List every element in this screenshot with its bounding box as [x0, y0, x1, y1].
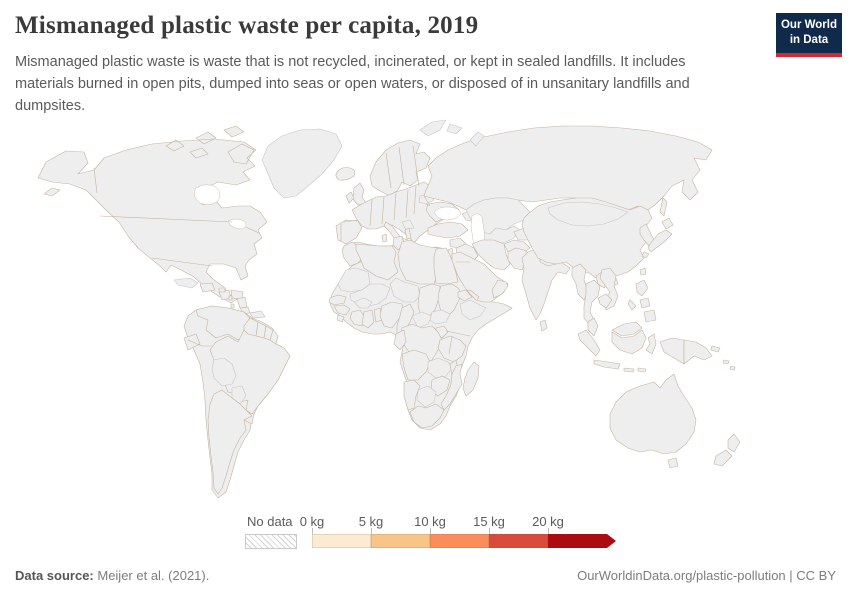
- country-iran[interactable]: [471, 239, 511, 271]
- country-cuba[interactable]: [173, 277, 199, 289]
- country-burkina-faso[interactable]: [353, 297, 373, 309]
- country-indonesia[interactable]: [577, 329, 685, 373]
- country-sudan[interactable]: [437, 283, 463, 317]
- country-nigeria[interactable]: [379, 301, 405, 329]
- legend-tick-label: 5 kg: [358, 514, 384, 529]
- country-mongolia[interactable]: [547, 201, 629, 227]
- legend-swatch-0[interactable]: [312, 534, 371, 548]
- country-zambia[interactable]: [427, 357, 453, 379]
- country-uk[interactable]: [352, 182, 367, 206]
- country-nicaragua[interactable]: [236, 296, 248, 309]
- owid-logo-line1: Our World: [780, 19, 837, 31]
- country-senegal[interactable]: [328, 294, 347, 306]
- hudson-bay: [193, 184, 221, 205]
- country-argentina[interactable]: [207, 389, 253, 495]
- country-svalbard[interactable]: [419, 119, 485, 147]
- country-puerto-rico[interactable]: [218, 287, 226, 293]
- country-congo[interactable]: [393, 329, 407, 351]
- country-malaysia[interactable]: [587, 317, 643, 337]
- legend-tick: [489, 528, 490, 534]
- legend-tick: [371, 528, 372, 534]
- country-sierra-leone[interactable]: [336, 314, 345, 323]
- country-greenland[interactable]: [261, 128, 343, 199]
- legend-tick: [312, 528, 313, 534]
- country-cambodia[interactable]: [597, 293, 613, 309]
- country-algeria[interactable]: [355, 243, 399, 281]
- country-oman[interactable]: [491, 279, 509, 299]
- region-iberia[interactable]: [335, 219, 363, 245]
- legend-no-data-swatch[interactable]: [245, 534, 297, 549]
- map-legend: No data 0 kg 5 kg 10 kg 15 kg 20 kg: [245, 514, 625, 550]
- legend-tick-label: 0 kg: [299, 514, 325, 529]
- legend-tick: [430, 528, 431, 534]
- country-egypt[interactable]: [433, 247, 459, 285]
- country-panama[interactable]: [249, 310, 266, 319]
- legend-swatch-1[interactable]: [371, 534, 430, 548]
- legend-no-data-label: No data: [247, 514, 293, 529]
- legend-swatch-3[interactable]: [489, 534, 548, 548]
- great-lakes: [227, 218, 247, 230]
- country-serbia-bosnia[interactable]: [401, 219, 415, 231]
- country-ethiopia[interactable]: [459, 299, 487, 321]
- legend-swatch-2[interactable]: [430, 534, 489, 548]
- country-ireland[interactable]: [345, 191, 355, 204]
- country-turkey[interactable]: [427, 221, 469, 239]
- country-albania-montenegro[interactable]: [404, 227, 412, 240]
- owid-logo-line2: in Data: [789, 33, 829, 46]
- footer-source: Data source: Meijer et al. (2021).: [15, 568, 209, 583]
- legend-tick-label: 20 kg: [532, 514, 564, 529]
- country-mozambique[interactable]: [440, 363, 463, 411]
- legend-tick: [548, 528, 549, 534]
- country-madagascar[interactable]: [462, 361, 480, 397]
- country-ivory-coast[interactable]: [349, 309, 365, 327]
- legend-tick-label: 15 kg: [473, 514, 505, 529]
- country-north-america[interactable]: [37, 125, 268, 304]
- country-iceland[interactable]: [335, 167, 356, 181]
- black-sea: [433, 206, 462, 221]
- country-solomon-islands[interactable]: [722, 359, 736, 371]
- country-brazil[interactable]: [209, 329, 291, 415]
- footer-credit-link[interactable]: OurWorldinData.org/plastic-pollution | C…: [577, 568, 836, 583]
- country-ghana[interactable]: [361, 309, 375, 329]
- country-guinea[interactable]: [333, 304, 351, 316]
- country-botswana[interactable]: [416, 385, 437, 408]
- country-sri-lanka[interactable]: [539, 319, 548, 332]
- country-hispaniola[interactable]: [199, 282, 216, 293]
- country-eritrea[interactable]: [457, 289, 473, 302]
- country-vietnam[interactable]: [599, 267, 619, 311]
- internal-borders: [93, 145, 471, 355]
- country-south-africa[interactable]: [409, 403, 445, 429]
- country-paraguay[interactable]: [231, 385, 247, 405]
- owid-logo[interactable]: Our World in Data: [776, 13, 842, 57]
- country-angola[interactable]: [401, 349, 431, 381]
- footer-source-text: Meijer et al. (2021).: [93, 568, 210, 583]
- country-japan[interactable]: [641, 217, 674, 259]
- legend-tick-label: 10 kg: [414, 514, 446, 529]
- footer-source-prefix: Data source:: [15, 568, 94, 583]
- country-dr-congo[interactable]: [399, 323, 443, 365]
- country-south-sudan[interactable]: [429, 309, 451, 325]
- country-taiwan[interactable]: [639, 267, 647, 276]
- country-philippines[interactable]: [627, 279, 657, 323]
- country-papua-new-guinea[interactable]: [683, 339, 721, 365]
- page-subtitle: Mismanaged plastic waste is waste that i…: [15, 54, 690, 114]
- country-tanzania[interactable]: [437, 335, 467, 363]
- country-australia[interactable]: [609, 373, 697, 469]
- country-namibia[interactable]: [403, 379, 421, 411]
- region-scandinavia[interactable]: [369, 139, 431, 197]
- country-new-zealand[interactable]: [713, 433, 741, 467]
- country-bolivia[interactable]: [211, 357, 237, 387]
- page-title: Mismanaged plastic waste per capita, 201…: [15, 12, 479, 39]
- legend-swatch-4[interactable]: [548, 534, 616, 548]
- legend-bar: [312, 534, 616, 548]
